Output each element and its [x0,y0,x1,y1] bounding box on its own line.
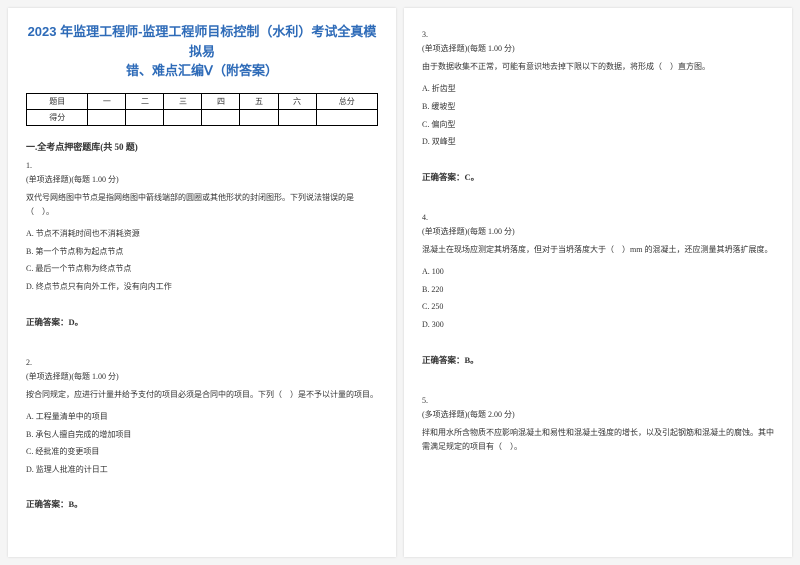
q1-opt-b: B. 第一个节点称为起点节点 [26,243,378,261]
q1-opt-d: D. 终点节点只有向外工作，没有向内工作 [26,278,378,296]
score-header-cell: 二 [126,93,164,109]
q2-answer: 正确答案：B。 [26,498,378,510]
score-cell [88,109,126,125]
q4-meta: (单项选择题)(每题 1.00 分) [422,226,774,237]
q4-opt-d: D. 300 [422,316,774,334]
q4-text: 混凝土在现场应测定其坍落度，但对于当坍落度大于（ ）mm 的混凝土，还应测量其坍… [422,243,774,257]
q1-opt-a: A. 节点不消耗时间也不消耗资源 [26,225,378,243]
page-left: 2023 年监理工程师-监理工程师目标控制（水利）考试全真模拟易 错、难点汇编Ⅴ… [8,8,396,557]
score-header-cell: 一 [88,93,126,109]
q2-text: 按合同规定，应进行计量并给予支付的项目必须是合同中的项目。下列（ ）是不予以计量… [26,388,378,402]
q4-opt-a: A. 100 [422,263,774,281]
score-header-cell: 四 [202,93,240,109]
score-cell [278,109,316,125]
score-header-cell: 总分 [316,93,377,109]
q5-meta: (多项选择题)(每题 2.00 分) [422,409,774,420]
table-row: 题目 一 二 三 四 五 六 总分 [27,93,378,109]
section-heading: 一.全考点押密题库(共 50 题) [26,140,378,153]
score-cell [202,109,240,125]
q2-opt-d: D. 监理人批准的计日工 [26,461,378,479]
q2-opt-a: A. 工程量清单中的项目 [26,408,378,426]
score-header-cell: 六 [278,93,316,109]
q3-answer: 正确答案：C。 [422,171,774,183]
score-cell [126,109,164,125]
q4-opt-b: B. 220 [422,281,774,299]
q5-text: 拌和用水所含物质不应影响混凝土和易性和混凝土强度的增长，以及引起钢筋和混凝土的腐… [422,426,774,455]
q2-number: 2. [26,358,378,367]
score-cell: 得分 [27,109,88,125]
q3-number: 3. [422,30,774,39]
score-header-cell: 五 [240,93,278,109]
title-line-1: 2023 年监理工程师-监理工程师目标控制（水利）考试全真模拟易 [28,24,377,59]
score-table: 题目 一 二 三 四 五 六 总分 得分 [26,93,378,126]
q2-meta: (单项选择题)(每题 1.00 分) [26,371,378,382]
q3-opt-b: B. 缓坡型 [422,98,774,116]
q1-opt-c: C. 最后一个节点称为终点节点 [26,260,378,278]
q4-opt-c: C. 250 [422,298,774,316]
page-right: 3. (单项选择题)(每题 1.00 分) 由于数据收集不正常，可能有意识地去掉… [404,8,792,557]
q5-number: 5. [422,396,774,405]
q4-number: 4. [422,213,774,222]
q3-opt-d: D. 双峰型 [422,133,774,151]
q3-meta: (单项选择题)(每题 1.00 分) [422,43,774,54]
q4-answer: 正确答案：B。 [422,354,774,366]
q1-number: 1. [26,161,378,170]
table-row: 得分 [27,109,378,125]
score-cell [240,109,278,125]
exam-title: 2023 年监理工程师-监理工程师目标控制（水利）考试全真模拟易 错、难点汇编Ⅴ… [26,22,378,81]
q3-opt-c: C. 偏向型 [422,116,774,134]
score-header-cell: 题目 [27,93,88,109]
q3-opt-a: A. 折齿型 [422,80,774,98]
title-line-2: 错、难点汇编Ⅴ（附答案） [126,63,278,78]
q2-opt-c: C. 经批准的变更项目 [26,443,378,461]
q3-text: 由于数据收集不正常，可能有意识地去掉下限以下的数据，将形成（ ）直方图。 [422,60,774,74]
score-cell [164,109,202,125]
q1-meta: (单项选择题)(每题 1.00 分) [26,174,378,185]
score-cell [316,109,377,125]
score-header-cell: 三 [164,93,202,109]
q2-opt-b: B. 承包人擅自完成的增加项目 [26,426,378,444]
q1-answer: 正确答案：D。 [26,316,378,328]
q1-text: 双代号网络图中节点是指网络图中箭线端部的圆圈或其他形状的封闭图形。下列说法错误的… [26,191,378,220]
